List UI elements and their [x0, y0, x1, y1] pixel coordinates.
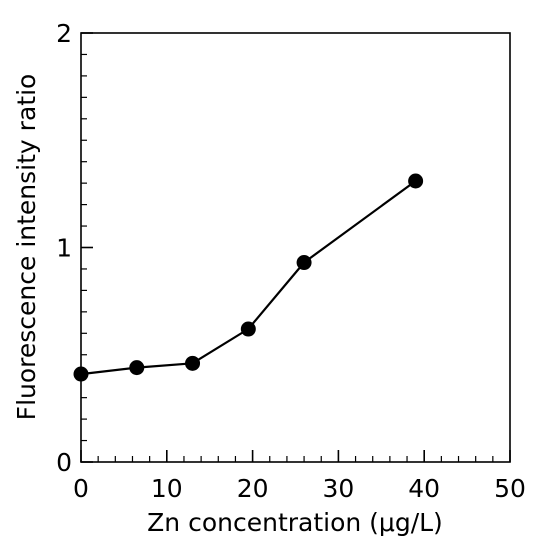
data-point [296, 255, 312, 271]
series-line [80, 180, 417, 376]
minor-ticks [81, 53, 494, 462]
x-tick-label: 30 [322, 474, 354, 503]
y-tick-label: 0 [56, 448, 72, 477]
data-point [129, 360, 145, 376]
x-tick-label: 10 [151, 474, 183, 503]
x-axis-label: Zn concentration (μg/L) [147, 508, 443, 537]
data-point [240, 321, 256, 337]
x-tick-label: 50 [494, 474, 526, 503]
data-point [408, 173, 424, 189]
y-tick-labels: 0 1 2 [56, 19, 72, 477]
y-tick-label: 1 [56, 234, 72, 263]
series-layer [73, 173, 424, 382]
plot-frame [80, 32, 511, 463]
x-tick-label: 20 [237, 474, 269, 503]
x-tick-label: 40 [408, 474, 440, 503]
x-tick-labels: 0 10 20 30 40 50 [73, 474, 526, 503]
y-axis-label: Fluorescence intensity ratio [12, 74, 41, 421]
data-point [73, 366, 89, 382]
data-point [185, 355, 201, 371]
major-ticks [80, 32, 511, 463]
x-tick-label: 0 [73, 474, 89, 503]
y-tick-label: 2 [56, 19, 72, 48]
